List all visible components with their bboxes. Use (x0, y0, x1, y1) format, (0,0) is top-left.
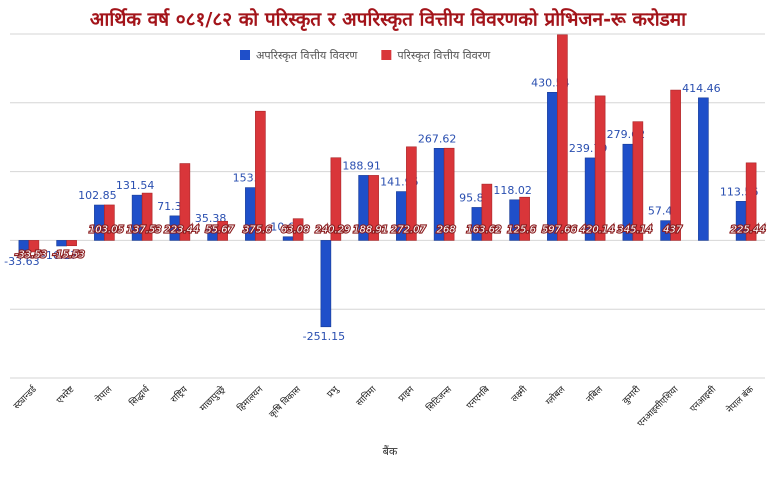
x-tick-label: एनएमबि (464, 383, 493, 412)
bar (104, 204, 115, 241)
data-label: -33.53 (15, 249, 47, 260)
x-tick-label: कुमारी (620, 383, 644, 407)
x-tick-label: सिद्धार्थ (127, 383, 153, 409)
data-label: 188.91 (342, 159, 381, 172)
data-label: -33.63 (4, 255, 39, 268)
bar (670, 89, 681, 241)
data-label: 597.66 (542, 224, 577, 235)
bar (519, 196, 530, 241)
bar (179, 163, 191, 241)
x-tick-label: प्राइम (397, 384, 417, 404)
data-label: 63.08 (281, 224, 310, 235)
x-tick-label: सानिमा (353, 383, 379, 409)
bar (320, 240, 332, 328)
bar (282, 236, 294, 241)
bar (443, 147, 455, 241)
bar (481, 183, 493, 241)
bar (698, 97, 709, 241)
bar (594, 95, 606, 241)
x-tick-label: हिमालयन (235, 383, 266, 414)
x-tick-label: प्रभु (326, 384, 342, 400)
legend-label: परिस्कृत वित्तीय विवरण (397, 49, 491, 62)
bar (217, 220, 228, 241)
data-label: 420.14 (580, 224, 615, 235)
x-tick-label: स्ट्यान्डर्ड (11, 383, 40, 412)
data-label: 102.85 (78, 189, 117, 202)
bar (56, 240, 67, 247)
data-label: 414.46 (682, 82, 721, 95)
bar (557, 34, 568, 241)
x-tick-label: कृषि विकास (266, 383, 303, 420)
bar (745, 162, 757, 241)
legend-label: अपरिस्कृत वित्तीय विवरण (256, 49, 358, 62)
x-tick-label: एभरेष्ट (54, 383, 77, 406)
data-label: 103.05 (89, 224, 124, 235)
x-tick-label: राष्ट्रिय (168, 383, 190, 405)
bar (632, 121, 644, 241)
x-tick-label: सिटिजन्स (424, 383, 455, 414)
bar (547, 91, 558, 241)
x-axis-label: बैंक (383, 445, 398, 458)
x-tick-label: एनआइसीएशिया (635, 383, 681, 429)
x-tick-label: लक्ष्मी (508, 383, 530, 405)
legend-swatch (240, 50, 250, 60)
x-tick-label: नेपाल बंक (724, 383, 757, 416)
data-label: 268 (437, 224, 456, 235)
data-label: 118.02 (493, 184, 532, 197)
data-label: 163.62 (466, 224, 501, 235)
data-label: 437 (663, 224, 683, 235)
data-label: 267.62 (418, 132, 457, 145)
x-tick-label: एनआइसी (687, 383, 719, 415)
data-label: 137.53 (127, 224, 162, 235)
data-label: -16.17 (42, 249, 77, 262)
x-tick-label: नबिल (583, 383, 605, 405)
bar (292, 218, 304, 241)
data-label: -15.53 (53, 249, 85, 260)
legend-swatch (381, 50, 392, 60)
bar (255, 110, 266, 241)
data-label: 240.29 (315, 224, 350, 235)
bar (330, 157, 342, 241)
data-label: 131.54 (116, 179, 155, 192)
data-label: 375.6 (243, 224, 272, 235)
bar (66, 240, 77, 247)
data-label: -251.15 (303, 330, 345, 343)
data-label: 55.67 (205, 224, 234, 235)
bar (28, 240, 40, 253)
data-label: 223.44 (164, 224, 199, 235)
chart-title: आर्थिक वर्ष ०८१/८२ को परिस्कृत र अपरिस्क… (90, 8, 687, 32)
data-label: 345.14 (617, 224, 652, 235)
x-tick-label: माछापुच्छ्रे (197, 383, 228, 414)
bar (406, 146, 417, 241)
bar (141, 192, 153, 241)
x-tick-label: नेपाल (93, 383, 115, 405)
x-tick-label: ग्लोबल (543, 383, 568, 408)
data-label: 188.91 (353, 224, 388, 235)
data-label: 272.07 (391, 224, 427, 235)
data-label: 125.6 (507, 224, 536, 235)
data-label: 225.44 (731, 224, 766, 235)
bar (368, 175, 379, 241)
